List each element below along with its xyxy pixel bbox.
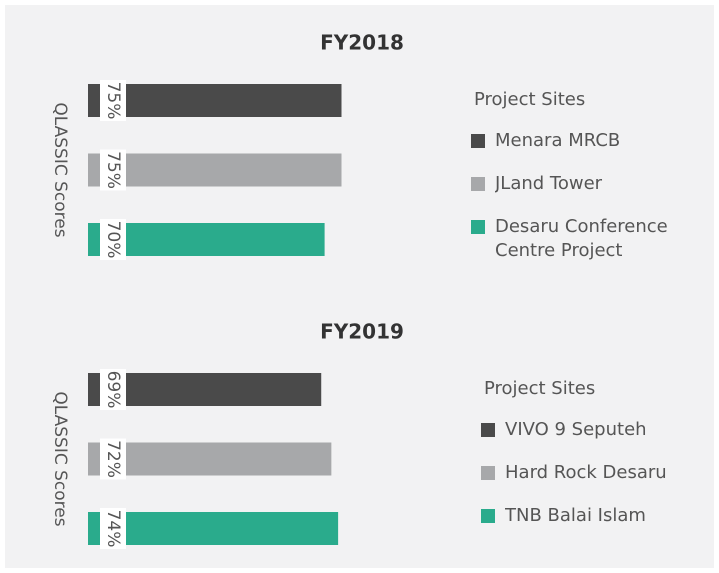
chart-title: FY2019 <box>320 320 404 344</box>
value-label: 69% <box>103 371 123 409</box>
legend-title: Project Sites <box>484 378 595 399</box>
bar <box>88 223 325 256</box>
legend-label: VIVO 9 Seputeh <box>505 419 647 440</box>
legend-swatch <box>471 134 485 148</box>
bar <box>88 373 322 406</box>
legend-entry: VIVO 9 Seputeh <box>505 419 647 440</box>
value-label-background <box>100 508 126 549</box>
bar <box>88 84 342 117</box>
value-label-background <box>100 80 126 121</box>
legend-title: Project Sites <box>474 89 585 110</box>
value-label-background <box>100 369 126 410</box>
y-axis-label: QLASSIC Scores <box>50 391 70 526</box>
legend-entry: TNB Balai Islam <box>505 505 646 526</box>
legend-label: TNB Balai Islam <box>505 505 646 526</box>
legend-swatch <box>481 509 495 523</box>
bar <box>88 512 339 545</box>
value-label: 70% <box>103 221 123 259</box>
legend-entry: Menara MRCB <box>495 130 621 151</box>
legend-label: Hard Rock Desaru <box>505 462 667 483</box>
value-label-background <box>100 219 126 260</box>
chart-title: FY2018 <box>320 31 404 55</box>
legend-label: JLand Tower <box>495 173 603 194</box>
legend-label: Menara MRCB <box>495 130 621 151</box>
y-axis-label: QLASSIC Scores <box>50 102 70 237</box>
legend-swatch <box>471 177 485 191</box>
bar <box>88 153 342 187</box>
legend-swatch <box>481 423 495 437</box>
legend-entry: JLand Tower <box>495 173 603 194</box>
value-label: 75% <box>103 82 123 120</box>
legend-label: Desaru Conference Centre Project <box>495 216 668 261</box>
legend-swatch <box>471 220 485 234</box>
value-label: 75% <box>103 151 123 189</box>
value-label-background <box>100 438 126 480</box>
legend-entry: Hard Rock Desaru <box>505 462 667 483</box>
value-label: 72% <box>103 440 123 478</box>
value-label: 74% <box>103 510 123 548</box>
legend-swatch <box>481 466 495 480</box>
legend-entry: Desaru Conference Centre Project <box>495 216 668 261</box>
bar <box>88 442 332 476</box>
value-label-background <box>100 149 126 191</box>
